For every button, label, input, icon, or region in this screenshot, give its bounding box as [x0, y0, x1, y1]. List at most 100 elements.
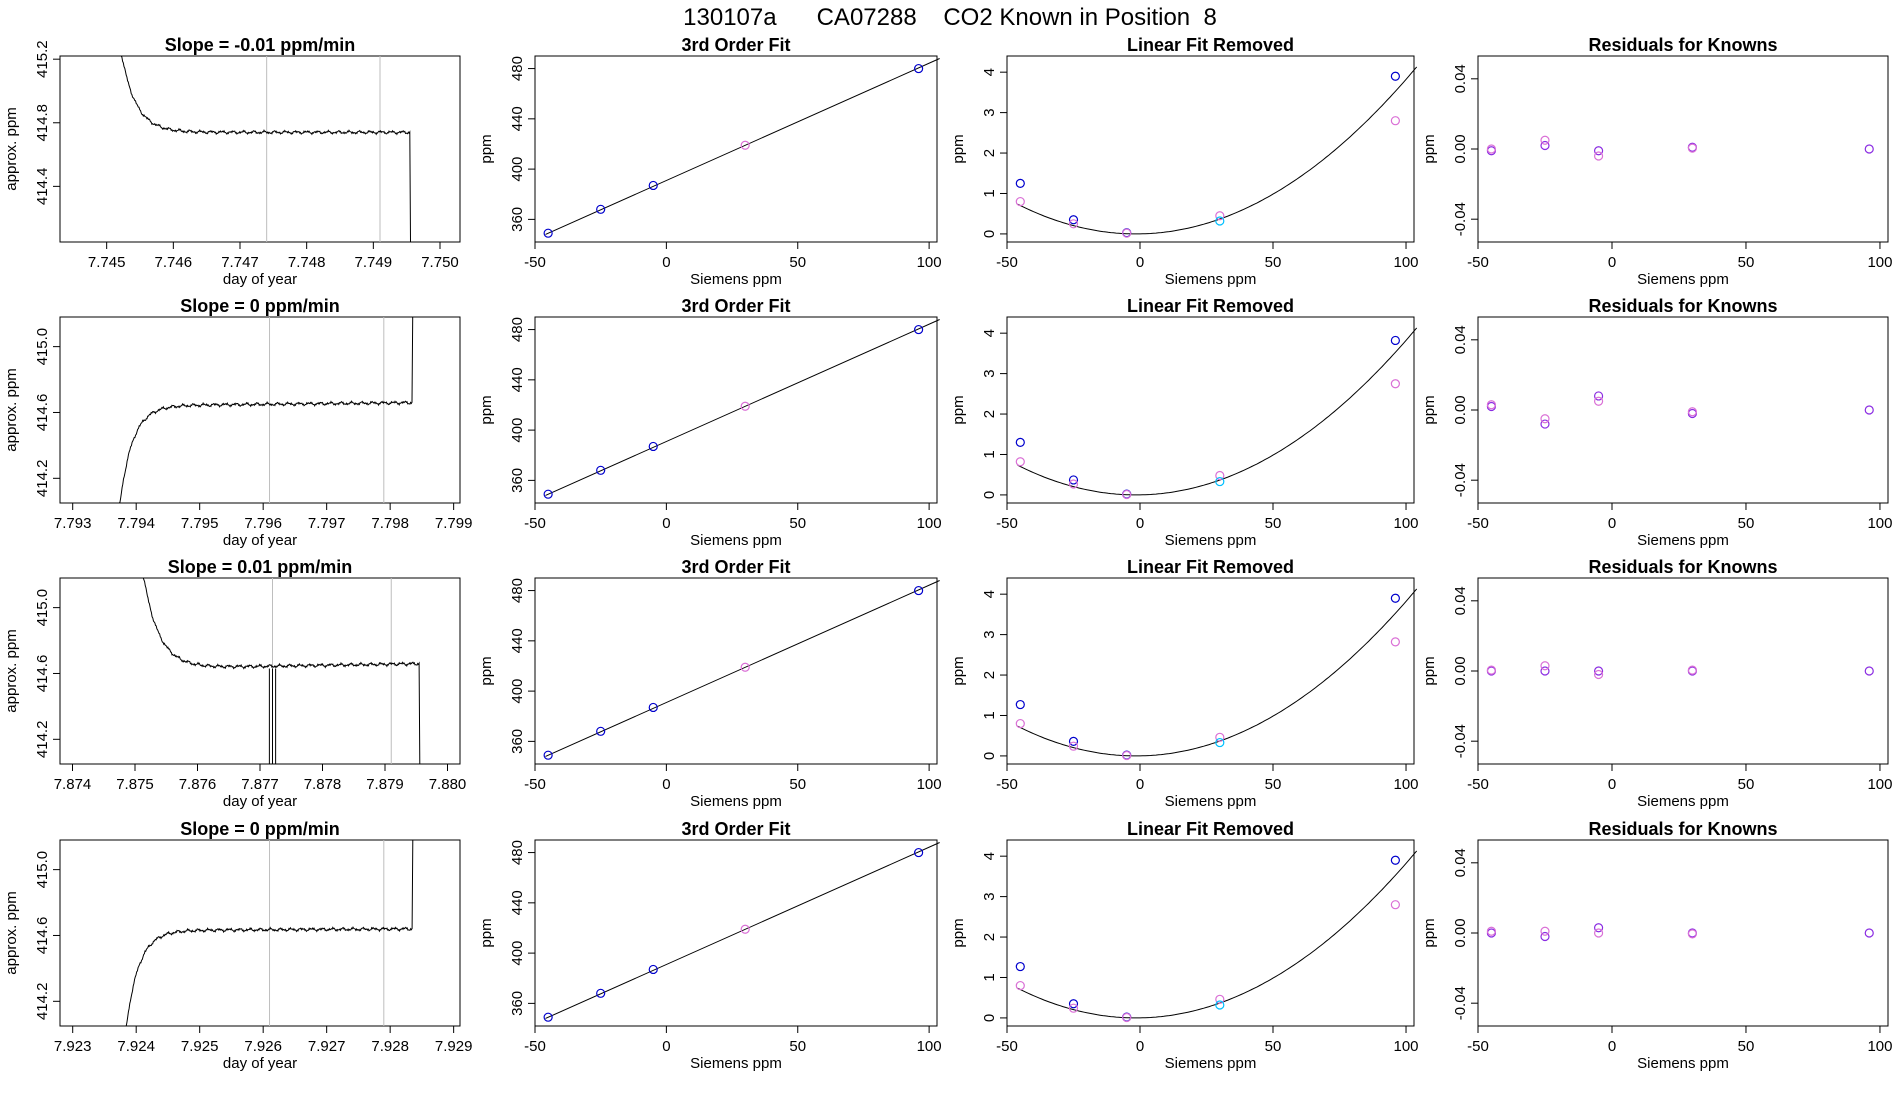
data-point [1215, 476, 1225, 487]
x-tick-label: 7.795 [181, 515, 219, 532]
panel-title: Linear Fit Removed [1127, 819, 1294, 839]
y-axis-label: ppm [1421, 918, 1438, 947]
y-tick-label: 415.0 [34, 589, 51, 627]
y-tick-label: 3 [981, 108, 998, 116]
x-tick-label: 0 [1608, 1038, 1616, 1055]
y-axis-label: approx. ppm [3, 107, 20, 190]
data-point [1593, 151, 1604, 161]
x-tick-label: -50 [996, 1038, 1018, 1055]
data-point [1068, 475, 1079, 485]
data-point [1390, 379, 1400, 389]
x-tick-label: 100 [1394, 515, 1419, 532]
x-tick-label: 0 [662, 254, 670, 271]
data-point [648, 441, 658, 452]
y-tick-label: 0.04 [1452, 848, 1469, 877]
x-tick-label: -50 [524, 254, 546, 271]
fit-line [545, 319, 940, 496]
data-trace [117, 316, 416, 504]
data-point [740, 140, 750, 150]
data-point [1593, 666, 1604, 676]
plot-frame [534, 839, 938, 1027]
x-axis-label: day of year [223, 271, 297, 288]
x-tick-label: 0 [662, 515, 670, 532]
data-point [596, 726, 606, 736]
x-axis-label: day of year [223, 793, 297, 810]
y-tick-label: 0.00 [1452, 656, 1469, 685]
data-point [1015, 699, 1025, 710]
x-tick-label: 0 [1608, 254, 1616, 271]
data-point [1390, 900, 1400, 910]
x-tick-label: 100 [917, 776, 942, 793]
data-point [1390, 637, 1400, 647]
y-tick-label: 400 [509, 941, 526, 966]
plot-frame [534, 577, 938, 765]
x-tick-label: 7.927 [308, 1038, 346, 1055]
x-tick-label: 50 [789, 1038, 806, 1055]
panel-title: Slope = 0 ppm/min [180, 819, 340, 839]
y-tick-label: 3 [981, 892, 998, 900]
x-tick-label: 7.924 [117, 1038, 155, 1055]
plot-frame [534, 316, 938, 504]
x-tick-label: 50 [1738, 254, 1755, 271]
y-tick-label: 440 [509, 106, 526, 131]
y-tick-label: 0 [981, 491, 998, 499]
y-tick-label: 3 [981, 630, 998, 638]
plot-frame [1006, 316, 1415, 504]
y-tick-label: 360 [509, 207, 526, 232]
y-tick-label: 415.2 [34, 40, 51, 78]
y-tick-label: 480 [509, 317, 526, 342]
x-axis-label: Siemens ppm [690, 271, 782, 288]
data-point [1390, 593, 1400, 603]
y-tick-label: 0 [981, 230, 998, 238]
y-tick-label: 0 [981, 1014, 998, 1022]
x-tick-label: 7.745 [88, 254, 126, 271]
y-axis-label: ppm [478, 134, 495, 163]
data-point [914, 585, 924, 596]
data-point [1593, 923, 1604, 933]
data-point [1864, 666, 1874, 676]
data-point [1215, 1000, 1225, 1010]
fit-line [545, 58, 940, 235]
x-tick-label: 50 [789, 515, 806, 532]
fit-line [545, 580, 940, 757]
data-point [1540, 414, 1550, 424]
data-point [1486, 665, 1496, 675]
data-point [1015, 457, 1025, 467]
fit-curve [1017, 327, 1418, 496]
plot-frame [534, 55, 938, 243]
panel-title: Slope = -0.01 ppm/min [165, 35, 356, 55]
y-tick-label: 400 [509, 157, 526, 182]
fit-curve [1017, 850, 1418, 1019]
x-tick-label: 100 [1394, 254, 1419, 271]
data-point [1015, 718, 1025, 729]
data-point [1486, 926, 1496, 936]
panel-title: Linear Fit Removed [1127, 557, 1294, 577]
data-point [914, 324, 924, 335]
x-axis-label: Siemens ppm [1165, 271, 1257, 288]
y-tick-label: 0.04 [1452, 586, 1469, 615]
x-tick-label: 7.923 [54, 1038, 92, 1055]
x-tick-label: 7.876 [179, 776, 217, 793]
y-tick-label: 0 [981, 752, 998, 760]
y-axis-label: approx. ppm [3, 629, 20, 712]
y-tick-label: 480 [509, 56, 526, 81]
x-tick-label: 7.749 [355, 254, 393, 271]
data-point [543, 489, 553, 499]
plot-frame [59, 316, 461, 504]
y-tick-label: -0.04 [1452, 724, 1469, 758]
x-tick-label: -50 [524, 1038, 546, 1055]
data-point [648, 180, 658, 191]
y-tick-label: 0.04 [1452, 325, 1469, 354]
x-tick-label: 50 [1265, 515, 1282, 532]
data-point [1068, 219, 1079, 229]
data-point [1215, 216, 1225, 226]
panel-title: Slope = 0.01 ppm/min [168, 557, 353, 577]
y-tick-label: 0.00 [1452, 395, 1469, 424]
x-axis-label: Siemens ppm [1165, 532, 1257, 549]
y-tick-label: 1 [981, 189, 998, 197]
x-tick-label: 100 [1867, 1038, 1892, 1055]
x-axis-label: Siemens ppm [1637, 793, 1729, 810]
x-tick-label: -50 [524, 515, 546, 532]
data-point [1068, 215, 1079, 225]
plot-frame [1006, 55, 1415, 243]
